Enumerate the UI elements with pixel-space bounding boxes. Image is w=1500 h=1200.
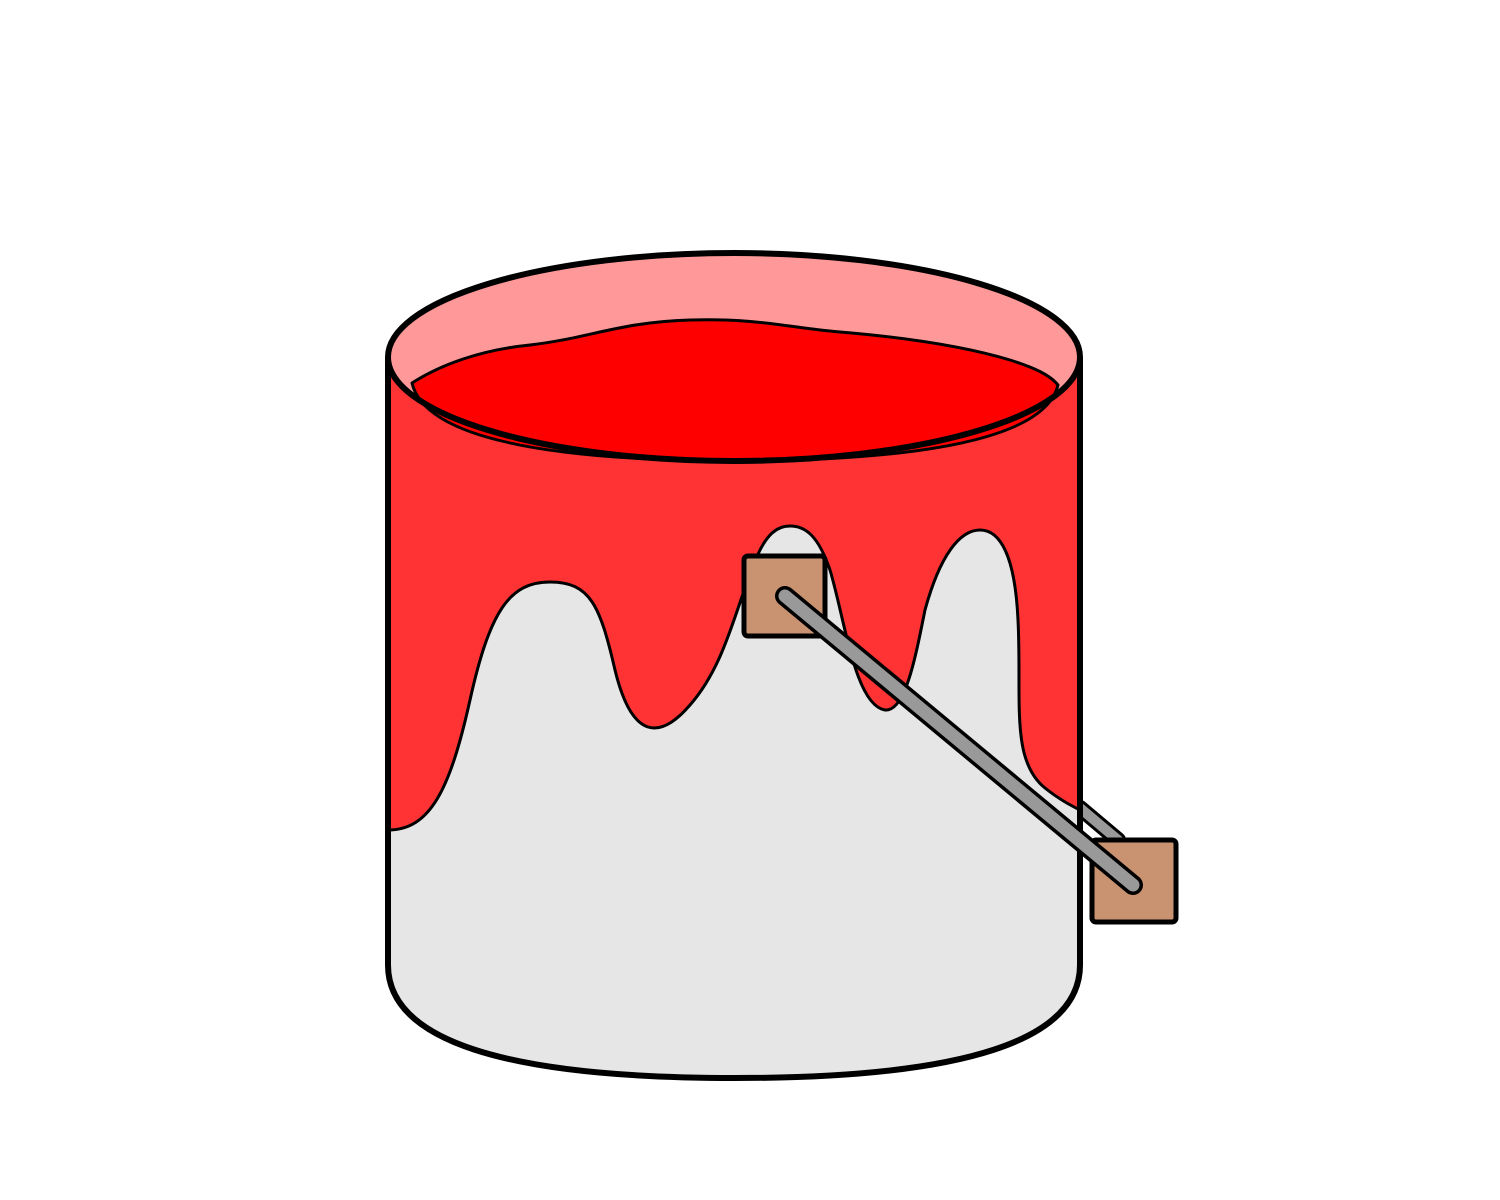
bucket-handle-shadow-fill [1075,803,1123,845]
bucket-body-outline [385,358,1083,1081]
bucket-rim [385,250,1083,464]
bucket-handle [778,589,1140,892]
paint-drip [386,356,1082,832]
